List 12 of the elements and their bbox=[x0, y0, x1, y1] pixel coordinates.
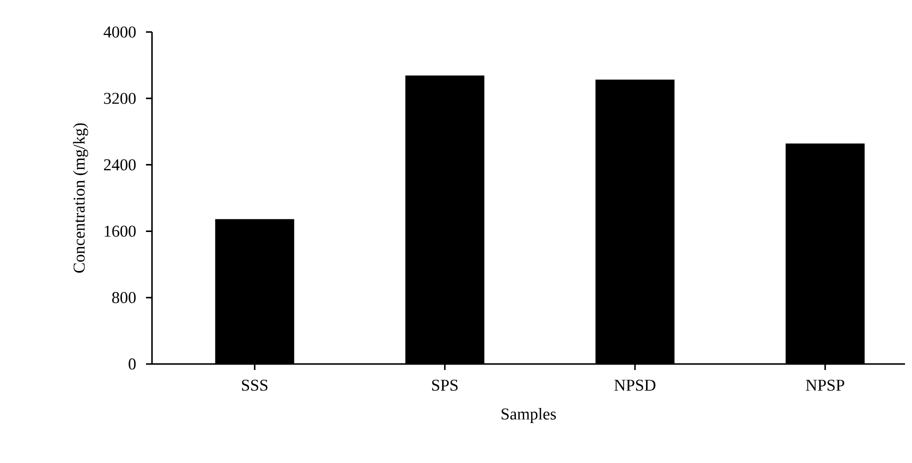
x-axis-title: Samples bbox=[502, 408, 556, 423]
x-tick-label: SSS bbox=[242, 380, 268, 391]
x-tick-label: SPS bbox=[432, 380, 458, 391]
y-tick-label: 800 bbox=[112, 292, 136, 304]
y-tick-label: 4000 bbox=[104, 26, 136, 38]
y-axis-title: Concentration (mg/kg) bbox=[73, 123, 88, 273]
x-tick-label: NPSD bbox=[614, 380, 656, 391]
x-tick-label: NPSP bbox=[806, 380, 844, 391]
y-tick-label: 2400 bbox=[104, 159, 136, 170]
y-tick-label: 0 bbox=[128, 358, 136, 370]
y-tick-label: 1600 bbox=[104, 226, 136, 237]
y-tick-label: 3200 bbox=[104, 92, 136, 104]
